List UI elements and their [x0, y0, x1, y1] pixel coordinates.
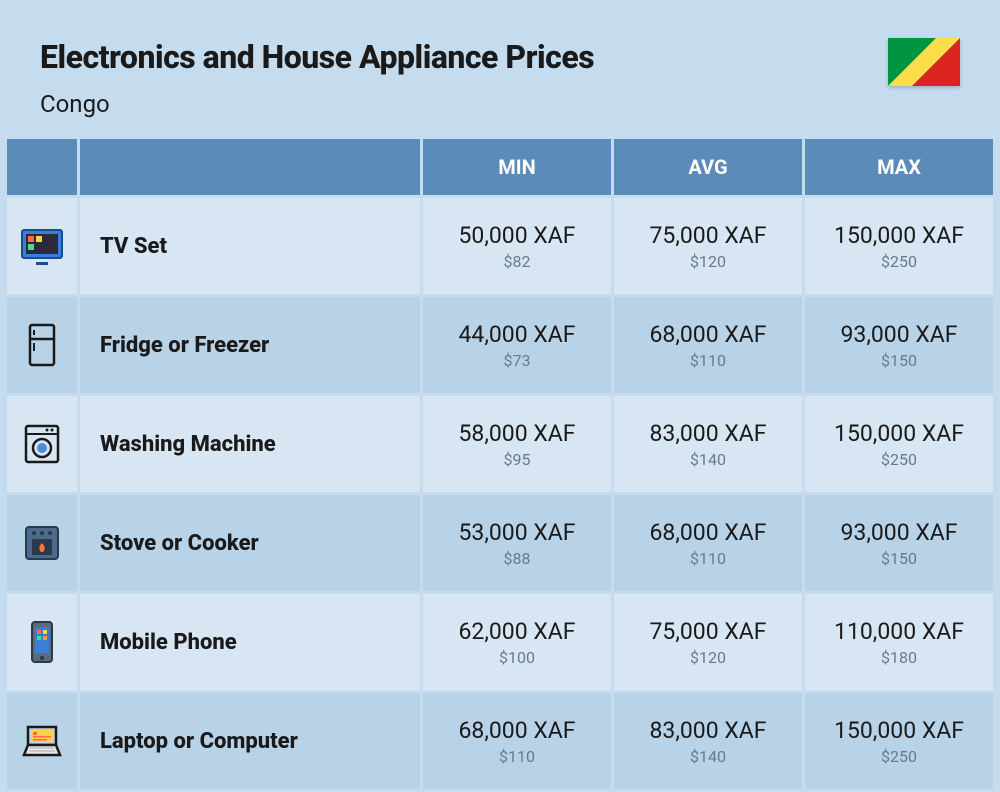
price-usd: $150 [813, 549, 985, 568]
price-xaf: 44,000 XAF [431, 321, 603, 348]
price-usd: $150 [813, 351, 985, 370]
price-cell-max: 150,000 XAF $250 [805, 198, 993, 294]
price-xaf: 110,000 XAF [813, 618, 985, 645]
price-xaf: 150,000 XAF [813, 420, 985, 447]
tv-icon [7, 198, 77, 294]
header-avg: AVG [614, 139, 802, 195]
price-cell-min: 44,000 XAF $73 [423, 297, 611, 393]
price-xaf: 68,000 XAF [622, 321, 794, 348]
price-cell-max: 93,000 XAF $150 [805, 297, 993, 393]
price-usd: $120 [622, 252, 794, 271]
washer-icon [7, 396, 77, 492]
price-table: MIN AVG MAX TV Set 50,000 XAF $82 75,000… [0, 136, 1000, 792]
laptop-icon [7, 693, 77, 789]
price-xaf: 68,000 XAF [431, 717, 603, 744]
price-cell-avg: 75,000 XAF $120 [614, 594, 802, 690]
item-name: TV Set [80, 198, 420, 294]
price-table-body: TV Set 50,000 XAF $82 75,000 XAF $120 15… [7, 198, 993, 789]
price-cell-min: 50,000 XAF $82 [423, 198, 611, 294]
price-usd: $110 [431, 747, 603, 766]
price-usd: $250 [813, 450, 985, 469]
phone-icon [7, 594, 77, 690]
price-cell-min: 62,000 XAF $100 [423, 594, 611, 690]
header-text: Electronics and House Appliance Prices C… [40, 38, 594, 118]
price-usd: $110 [622, 549, 794, 568]
price-xaf: 83,000 XAF [622, 717, 794, 744]
stove-icon [7, 495, 77, 591]
header-max: MAX [805, 139, 993, 195]
header-min: MIN [423, 139, 611, 195]
price-usd: $73 [431, 351, 603, 370]
price-cell-avg: 68,000 XAF $110 [614, 495, 802, 591]
price-usd: $120 [622, 648, 794, 667]
item-name: Stove or Cooker [80, 495, 420, 591]
table-row: Stove or Cooker 53,000 XAF $88 68,000 XA… [7, 495, 993, 591]
price-cell-min: 68,000 XAF $110 [423, 693, 611, 789]
item-name: Laptop or Computer [80, 693, 420, 789]
price-xaf: 93,000 XAF [813, 519, 985, 546]
page-title: Electronics and House Appliance Prices [40, 38, 594, 76]
price-xaf: 75,000 XAF [622, 618, 794, 645]
price-usd: $250 [813, 252, 985, 271]
table-row: Mobile Phone 62,000 XAF $100 75,000 XAF … [7, 594, 993, 690]
item-name: Fridge or Freezer [80, 297, 420, 393]
item-name: Washing Machine [80, 396, 420, 492]
price-usd: $180 [813, 648, 985, 667]
price-cell-max: 110,000 XAF $180 [805, 594, 993, 690]
price-xaf: 53,000 XAF [431, 519, 603, 546]
price-xaf: 75,000 XAF [622, 222, 794, 249]
price-xaf: 150,000 XAF [813, 222, 985, 249]
price-usd: $88 [431, 549, 603, 568]
price-usd: $95 [431, 450, 603, 469]
price-cell-max: 150,000 XAF $250 [805, 693, 993, 789]
price-xaf: 83,000 XAF [622, 420, 794, 447]
price-cell-avg: 68,000 XAF $110 [614, 297, 802, 393]
price-xaf: 68,000 XAF [622, 519, 794, 546]
price-xaf: 62,000 XAF [431, 618, 603, 645]
fridge-icon [7, 297, 77, 393]
price-cell-min: 53,000 XAF $88 [423, 495, 611, 591]
country-name: Congo [40, 90, 594, 118]
table-header-row: MIN AVG MAX [7, 139, 993, 195]
price-usd: $140 [622, 747, 794, 766]
table-row: Fridge or Freezer 44,000 XAF $73 68,000 … [7, 297, 993, 393]
price-xaf: 93,000 XAF [813, 321, 985, 348]
price-xaf: 50,000 XAF [431, 222, 603, 249]
price-cell-avg: 75,000 XAF $120 [614, 198, 802, 294]
item-name: Mobile Phone [80, 594, 420, 690]
price-cell-max: 150,000 XAF $250 [805, 396, 993, 492]
price-xaf: 58,000 XAF [431, 420, 603, 447]
page-header: Electronics and House Appliance Prices C… [0, 0, 1000, 136]
price-xaf: 150,000 XAF [813, 717, 985, 744]
table-row: Washing Machine 58,000 XAF $95 83,000 XA… [7, 396, 993, 492]
price-usd: $140 [622, 450, 794, 469]
price-cell-avg: 83,000 XAF $140 [614, 396, 802, 492]
price-cell-avg: 83,000 XAF $140 [614, 693, 802, 789]
price-usd: $100 [431, 648, 603, 667]
price-cell-min: 58,000 XAF $95 [423, 396, 611, 492]
price-usd: $110 [622, 351, 794, 370]
table-row: TV Set 50,000 XAF $82 75,000 XAF $120 15… [7, 198, 993, 294]
price-usd: $82 [431, 252, 603, 271]
header-name-col [80, 139, 420, 195]
congo-flag-icon [888, 38, 960, 86]
header-icon-col [7, 139, 77, 195]
table-row: Laptop or Computer 68,000 XAF $110 83,00… [7, 693, 993, 789]
page-container: Electronics and House Appliance Prices C… [0, 0, 1000, 776]
price-cell-max: 93,000 XAF $150 [805, 495, 993, 591]
price-usd: $250 [813, 747, 985, 766]
